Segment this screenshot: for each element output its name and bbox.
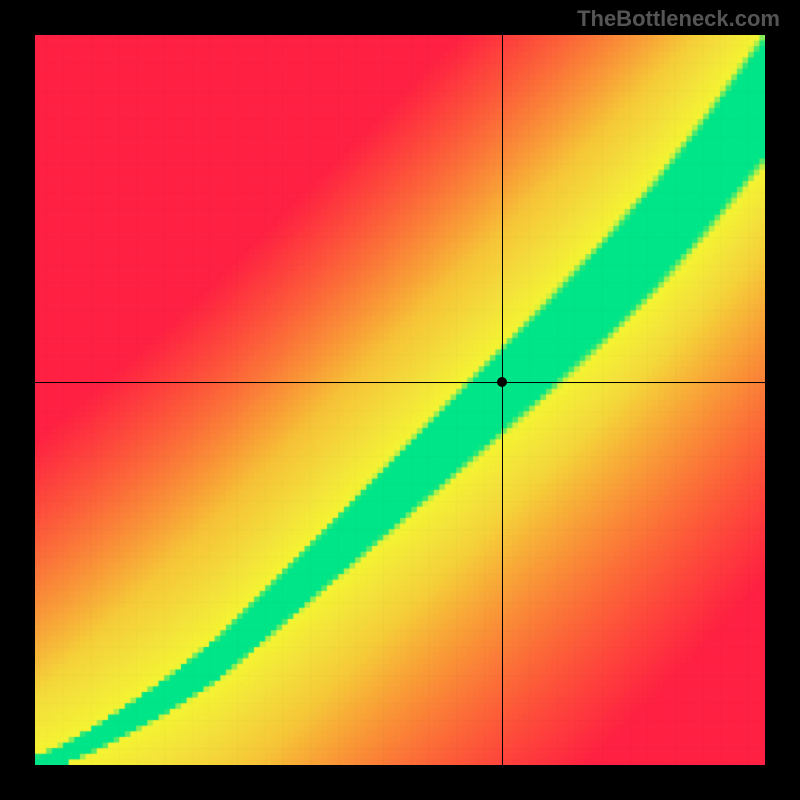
watermark-text: TheBottleneck.com <box>577 6 780 32</box>
heatmap-plot <box>35 35 765 765</box>
crosshair-horizontal-line <box>35 382 765 383</box>
crosshair-marker-dot <box>497 377 507 387</box>
heatmap-canvas <box>35 35 765 765</box>
crosshair-vertical-line <box>502 35 503 765</box>
